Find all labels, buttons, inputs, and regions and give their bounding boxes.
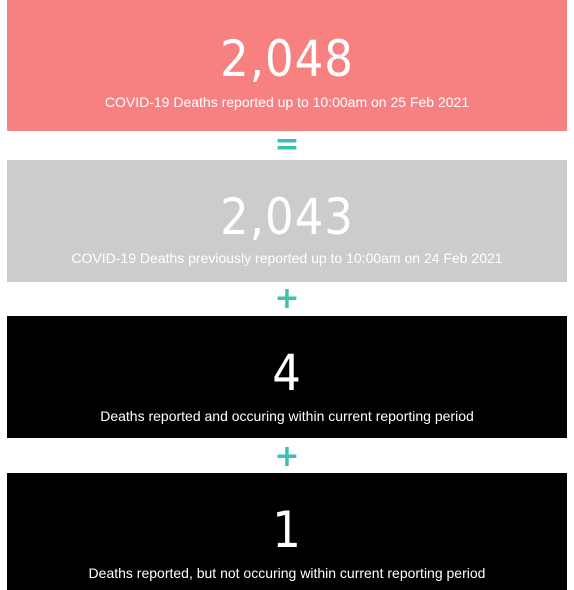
operator: + [274, 281, 300, 316]
card: 2,048 COVID-19 Deaths reported up to 10:… [7, 0, 567, 131]
card: 1 Deaths reported, but not occuring with… [7, 473, 567, 590]
card-value: 4 [272, 344, 302, 402]
card-caption: COVID-19 Deaths previously reported up t… [71, 250, 503, 266]
card-value: 2,048 [220, 30, 354, 88]
operator: = [274, 127, 300, 162]
card-caption: COVID-19 Deaths reported up to 10:00am o… [104, 94, 470, 110]
operator: + [274, 439, 300, 474]
card-caption: Deaths reported, but not occuring within… [88, 565, 486, 581]
card-value: 1 [272, 501, 302, 559]
card: 2,043 COVID-19 Deaths previously reporte… [7, 160, 567, 282]
card-caption: Deaths reported and occuring within curr… [100, 408, 474, 424]
card-value: 2,043 [220, 188, 354, 246]
card: 4 Deaths reported and occuring within cu… [7, 316, 567, 438]
